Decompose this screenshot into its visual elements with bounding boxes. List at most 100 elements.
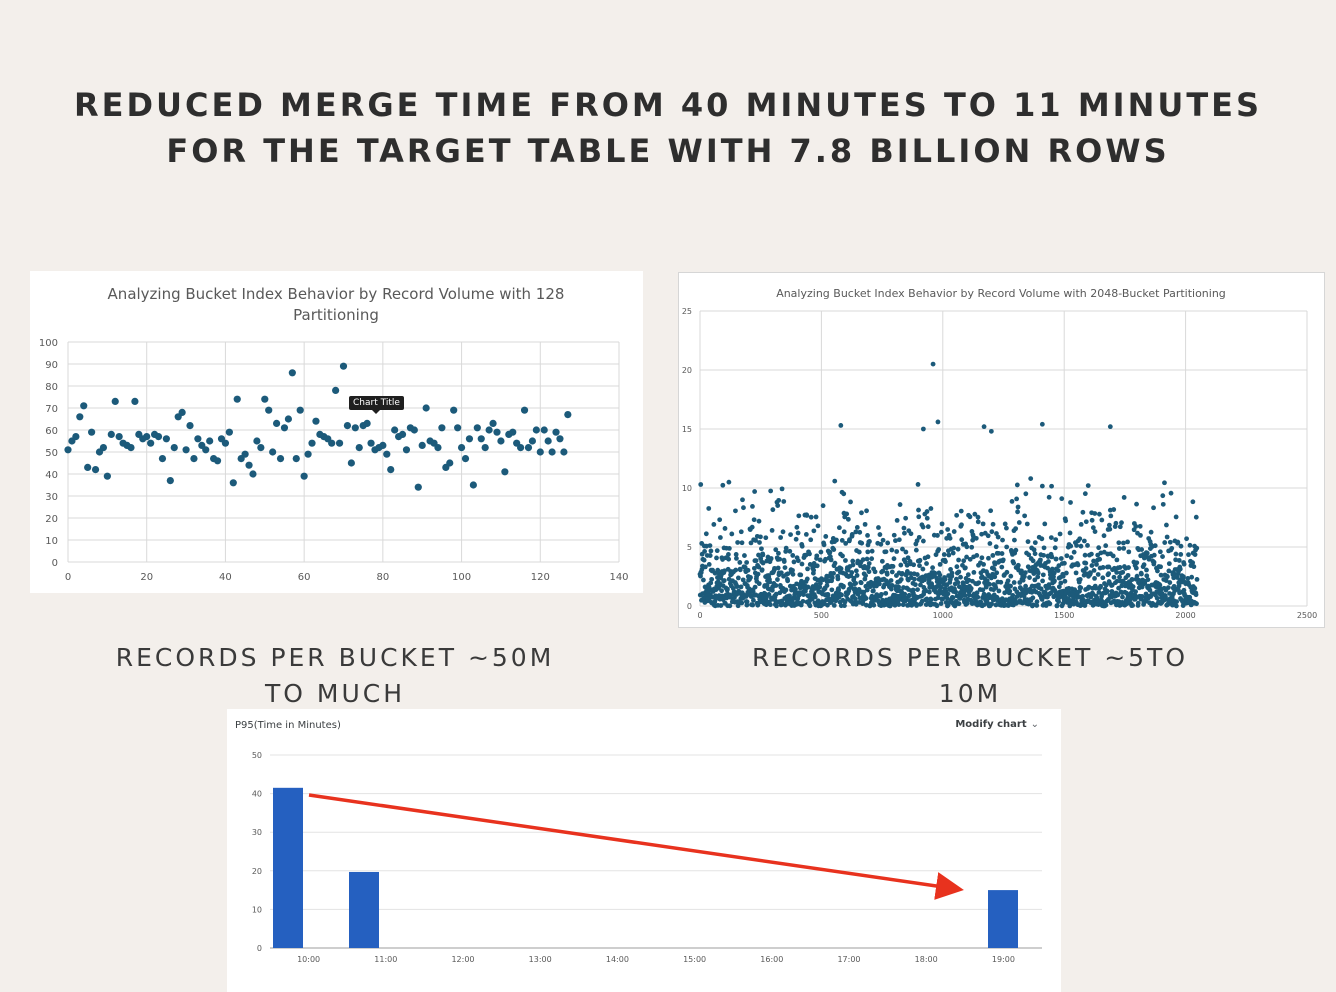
modify-chart-button[interactable]: Modify chart ⌄ [955,719,1039,730]
data-point [1130,584,1136,590]
data-point [1171,575,1177,581]
scatter-chart-128[interactable]: Analyzing Bucket Index Behavior by Recor… [30,271,643,593]
data-point [968,586,974,591]
data-point [899,571,905,576]
data-point [805,584,811,590]
data-point [383,450,391,458]
data-point [1032,577,1038,583]
data-point [1173,603,1179,609]
data-point [1047,585,1053,590]
p95-bar-chart[interactable]: P95(Time in Minutes) Modify chart ⌄ 0 10 20… [227,709,1061,992]
data-point [111,397,119,405]
data-point [739,600,745,606]
data-point [915,482,921,487]
data-point [928,506,934,511]
data-point [272,419,281,427]
data-point [703,531,709,537]
data-point [955,546,961,552]
y-tick-label: 0 [257,944,262,953]
data-point [1166,561,1172,567]
data-point [853,580,859,586]
data-point [918,582,923,588]
data-point [1158,564,1163,570]
data-point [701,557,707,563]
data-point [1035,574,1041,580]
data-point [793,586,798,592]
data-point [158,455,167,463]
x-tick-label: 20 [140,572,153,583]
data-point [975,519,981,525]
caption-right-line-1: RECORDS PER BUCKET ~5TO [751,643,1189,672]
data-point [840,553,845,559]
data-point [347,459,355,467]
data-point [967,556,973,562]
data-point [717,517,723,523]
data-point [1194,545,1200,551]
data-point [969,544,975,550]
data-point [76,413,84,421]
data-point [794,524,800,530]
data-point [1025,564,1031,570]
y-tick-label: 20 [682,366,692,375]
data-point [859,510,864,516]
data-point [916,534,922,540]
data-point [922,577,927,583]
scatter-chart-2048[interactable]: Analyzing Bucket Index Behavior by Recor… [678,272,1325,628]
data-point [934,603,940,609]
data-point [481,444,489,452]
data-point [986,555,991,561]
data-point [900,546,905,552]
data-point [1032,540,1038,546]
data-point [1051,570,1057,576]
data-point [1173,557,1179,563]
data-point [863,595,869,601]
data-point [958,508,964,514]
data-point [959,522,964,528]
data-point [1170,602,1175,608]
data-point [890,564,896,569]
data-point [1138,532,1143,538]
data-point [91,466,100,474]
data-point [865,564,871,570]
data-point [924,596,930,602]
data-point [1097,511,1102,517]
data-point [885,540,891,546]
data-point [750,503,755,509]
data-point [914,538,920,544]
data-point-outlier [935,419,941,425]
data-point [916,514,922,520]
data-point [1073,570,1079,576]
data-point [901,525,907,531]
data-point [942,586,948,591]
data-point [803,552,809,558]
x-tick-label: 40 [219,572,232,583]
data-point [751,565,757,571]
data-point [1052,545,1058,551]
data-point [1130,603,1136,608]
data-point [850,558,856,564]
data-point [811,567,817,573]
data-point [1011,580,1017,585]
data-point [888,578,894,583]
data-point [1048,535,1054,541]
y-tick-label: 30 [45,492,58,503]
y-tick-label: 50 [45,448,58,459]
data-point [781,559,787,564]
data-point [1085,543,1090,548]
data-point [832,478,838,484]
data-point [962,593,968,598]
data-point [778,570,784,576]
headline: REDUCED MERGE TIME FROM 40 MINUTES TO 11… [0,82,1336,174]
data-point [804,576,810,582]
y-tick-label: 15 [682,425,692,434]
data-point [976,580,982,586]
data-point [1133,523,1139,529]
data-point [825,592,831,598]
data-point [796,513,802,519]
data-point [892,602,898,608]
data-point [994,531,999,536]
data-point [1077,576,1083,582]
x-tick-label: 14:00 [606,955,629,964]
data-point [1039,483,1045,489]
data-point [911,576,917,582]
